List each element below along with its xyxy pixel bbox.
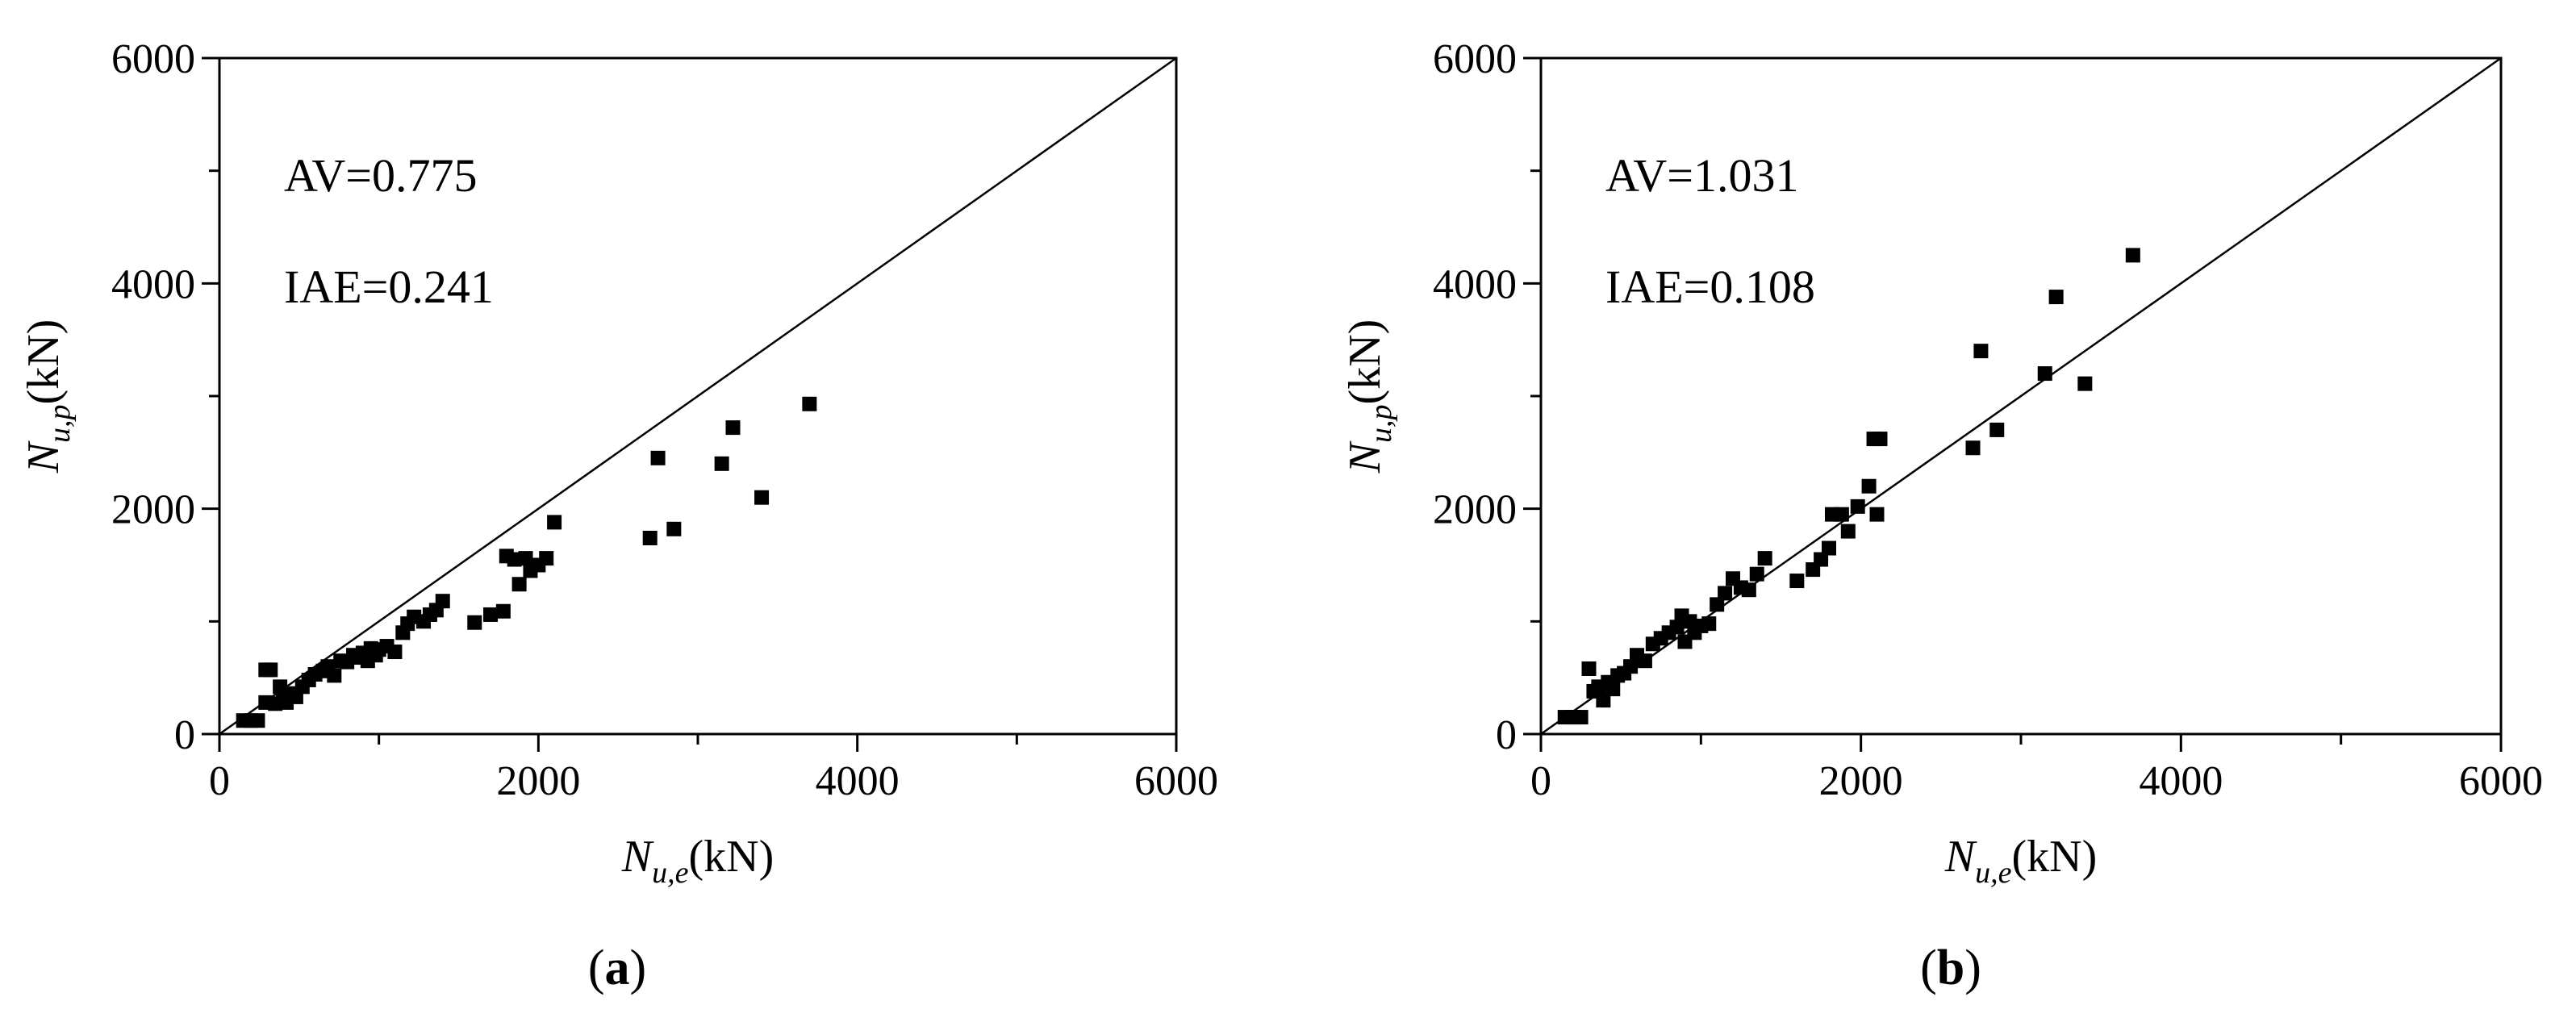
y-tick-label: 4000: [1433, 261, 1517, 307]
panel-caption: (a): [588, 941, 646, 995]
data-point: [539, 551, 554, 566]
data-point: [725, 420, 741, 436]
data-point: [387, 645, 403, 660]
data-point: [1749, 566, 1764, 582]
data-point: [1701, 616, 1717, 632]
data-point: [1989, 422, 2005, 437]
y-tick-label: 2000: [1433, 487, 1517, 533]
data-point: [642, 530, 658, 545]
data-point: [1965, 440, 1981, 456]
x-axis-title: Nu,e(kN): [1944, 832, 2097, 890]
annotation-text: AV=0.775: [284, 149, 478, 202]
data-point: [327, 668, 342, 683]
data-point: [1605, 682, 1621, 697]
y-tick-label: 6000: [111, 36, 195, 82]
data-point: [495, 603, 511, 619]
data-point: [1596, 693, 1611, 708]
data-point: [1840, 524, 1856, 539]
y-tick-label: 0: [174, 712, 195, 758]
data-point: [518, 551, 533, 566]
chart-panel-b: 0 2000 4000 6000 0 2000 4000 6000 Nu,e(kN) Nu,p(k…: [1340, 36, 2543, 995]
x-tick-label: 0: [209, 758, 230, 804]
x-tick-label: 4000: [2139, 758, 2223, 804]
data-point: [1873, 432, 1888, 447]
data-point: [1637, 653, 1652, 669]
data-point: [1789, 574, 1805, 589]
data-point: [1623, 659, 1639, 674]
data-point: [1682, 614, 1697, 629]
annotation-text: IAE=0.108: [1605, 261, 1815, 313]
x-tick-label: 4000: [816, 758, 900, 804]
data-point: [802, 396, 817, 411]
data-point: [1669, 620, 1685, 635]
chart-panel-a: 0 2000 4000 6000 0 2000 4000 6000 Nu,e(kN) Nu,p(k…: [19, 36, 1218, 995]
data-point: [1850, 499, 1865, 514]
annotation-text: AV=1.031: [1605, 149, 1799, 202]
data-point: [2077, 376, 2093, 391]
data-point: [435, 594, 450, 609]
data-point: [666, 521, 682, 536]
data-point: [1814, 552, 1829, 567]
annotation-text: IAE=0.241: [284, 261, 494, 313]
data-point: [273, 679, 288, 695]
y-axis-title: Nu,p(kN): [1340, 319, 1398, 474]
data-point: [1822, 540, 1836, 556]
data-point: [1861, 478, 1877, 494]
x-axis-title: Nu,e(kN): [621, 832, 774, 890]
y-tick-label: 2000: [111, 487, 195, 533]
data-point: [483, 607, 499, 622]
x-tick-label: 2000: [496, 758, 580, 804]
data-point: [511, 577, 527, 592]
data-point: [1718, 586, 1733, 601]
data-point: [714, 456, 729, 471]
data-point: [2125, 248, 2140, 263]
data-point: [1573, 710, 1589, 725]
reference-line-y-equals-x: [219, 56, 1177, 736]
y-tick-label: 6000: [1433, 36, 1517, 82]
x-tick-label: 0: [1530, 758, 1551, 804]
data-point: [547, 515, 562, 530]
data-point: [507, 552, 522, 567]
data-point: [467, 615, 482, 630]
data-point: [263, 662, 278, 678]
data-point: [754, 490, 770, 505]
data-point: [1869, 507, 1885, 522]
data-point: [2037, 366, 2052, 382]
x-tick-label: 2000: [1819, 758, 1903, 804]
data-point: [1757, 551, 1772, 566]
x-tick-label: 6000: [1134, 758, 1218, 804]
data-point: [1710, 597, 1725, 612]
y-axis-title: Nu,p(kN): [19, 319, 77, 474]
y-tick-label: 0: [1496, 712, 1517, 758]
data-point: [2048, 290, 2064, 305]
data-point: [1581, 661, 1597, 676]
data-point: [650, 450, 666, 465]
data-point: [250, 713, 265, 728]
data-point: [1741, 582, 1756, 598]
data-point: [1973, 344, 1989, 359]
panel-caption: (b): [1920, 941, 1981, 995]
y-tick-label: 4000: [111, 261, 195, 307]
data-point: [1834, 507, 1849, 522]
x-tick-label: 6000: [2459, 758, 2543, 804]
